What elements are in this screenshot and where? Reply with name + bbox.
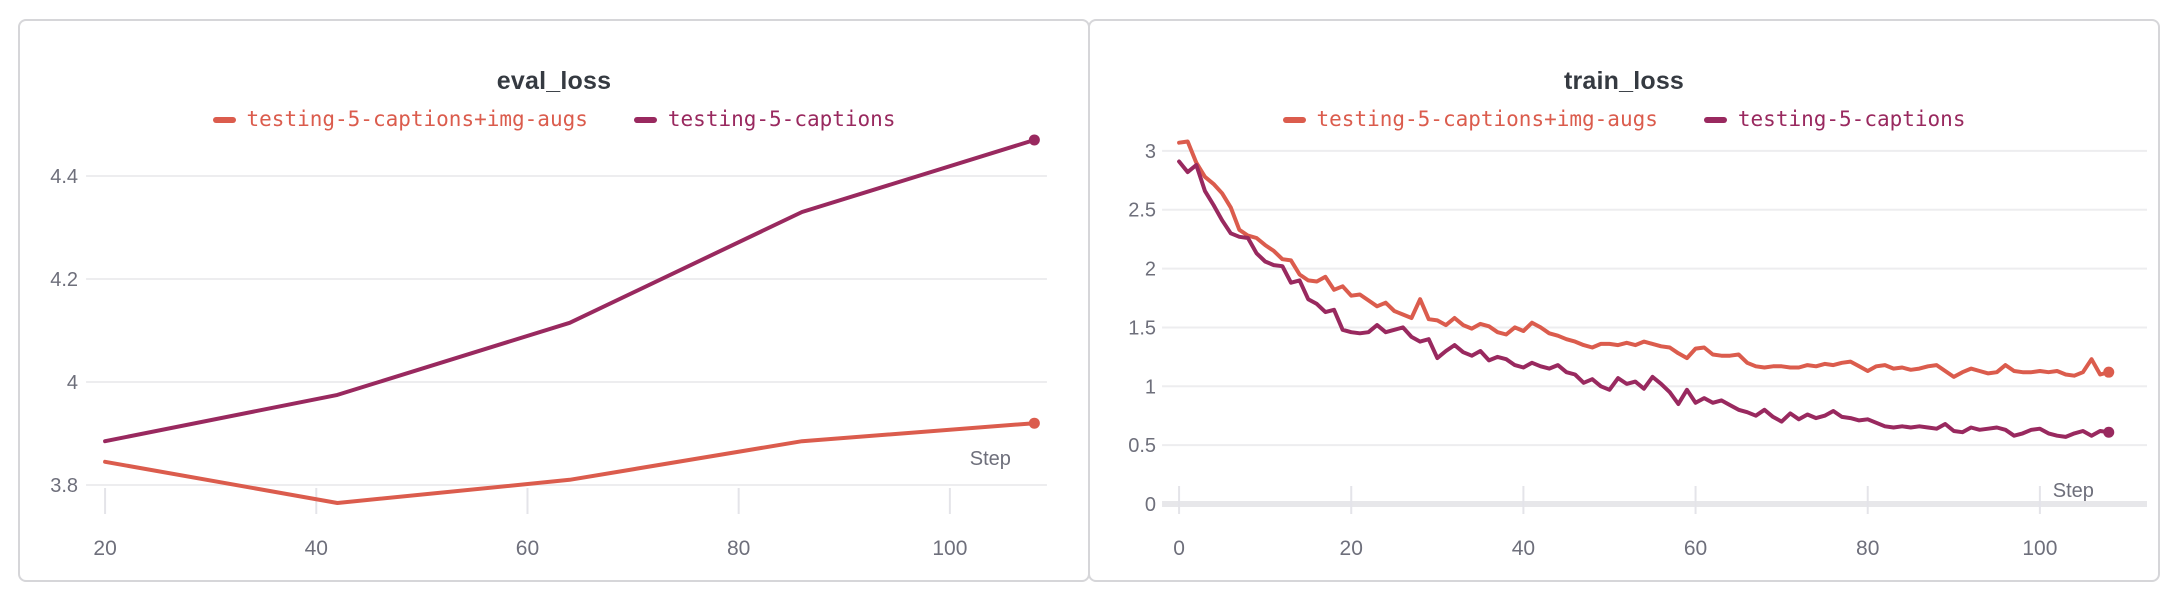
series-line-testing-5-captions [1177,159,2111,439]
y-tick-label: 0.5 [1128,435,1156,457]
series-end-dot [2103,426,2115,438]
x-axis-line [1162,501,2147,507]
x-axis-label: Step [2053,480,2094,502]
legend-swatch [633,116,657,123]
y-tick-label: 0 [1145,494,1156,516]
legend: testing-5-captions+img-augs testing-5-cap… [1090,109,2158,130]
x-tick-label: 80 [1856,537,1879,560]
series-end-dot [2103,366,2115,378]
y-tick-label: 2.5 [1128,200,1156,222]
legend-label: testing-5-captions+img-augs [246,107,588,131]
legend: testing-5-captions+img-augs testing-5-cap… [20,109,1088,130]
eval-loss-chart[interactable]: 3.8 4 4.2 4.4 20 40 60 80 100 Step [20,21,1088,580]
x-axis-label: Step [970,448,1011,470]
y-tick-label: 1 [1145,376,1156,398]
x-tick-label: 20 [1340,537,1363,560]
panel-eval-loss[interactable]: eval_loss testing-5-captions+img-augs tes… [18,19,1090,582]
legend-item[interactable]: testing-5-captions+img-augs [212,107,588,131]
y-tick-label: 2 [1145,259,1156,281]
legend-label: testing-5-captions [667,107,896,131]
x-tick-label: 100 [2022,537,2057,560]
y-tick-label: 4.2 [50,269,78,291]
x-tick-label: 0 [1173,537,1185,560]
x-tick-label: 60 [516,537,539,560]
series-line-testing-5-captions+img-augs [1177,139,2111,379]
legend-item[interactable]: testing-5-captions+img-augs [1282,107,1658,131]
legend-label: testing-5-captions+img-augs [1316,107,1658,131]
series-line-testing-5-captions [103,138,1037,444]
x-tick-label: 60 [1684,537,1707,560]
series-end-dot [1028,417,1040,429]
train-loss-chart[interactable]: 0 0.5 1 1.5 2 2.5 3 0 20 40 60 80 100 Step [1090,21,2158,580]
series-line-testing-5-captions+img-augs [103,421,1037,505]
x-tick-label: 100 [932,537,967,560]
legend-swatch [1282,116,1306,123]
y-tick-label: 3 [1145,141,1156,163]
series-end-dot [1028,134,1040,146]
panel-train-loss[interactable]: train_loss testing-5-captions+img-augs te… [1088,19,2160,582]
chart-title: train_loss [1563,67,1685,95]
y-tick-label: 1.5 [1128,317,1156,339]
legend-label: testing-5-captions [1737,107,1966,131]
chart-title: eval_loss [496,67,612,95]
x-tick-label: 40 [305,537,328,560]
legend-item[interactable]: testing-5-captions [633,107,896,131]
y-tick-label: 4 [67,372,78,394]
panel-grid: eval_loss testing-5-captions+img-augs tes… [18,19,2160,582]
legend-swatch [212,116,236,123]
x-tick-label: 40 [1512,537,1535,560]
x-tick-label: 20 [93,537,116,560]
y-tick-label: 4.4 [50,166,78,188]
legend-swatch [1703,116,1727,123]
x-tick-label: 80 [727,537,750,560]
y-tick-label: 3.8 [50,475,78,497]
legend-item[interactable]: testing-5-captions [1703,107,1966,131]
